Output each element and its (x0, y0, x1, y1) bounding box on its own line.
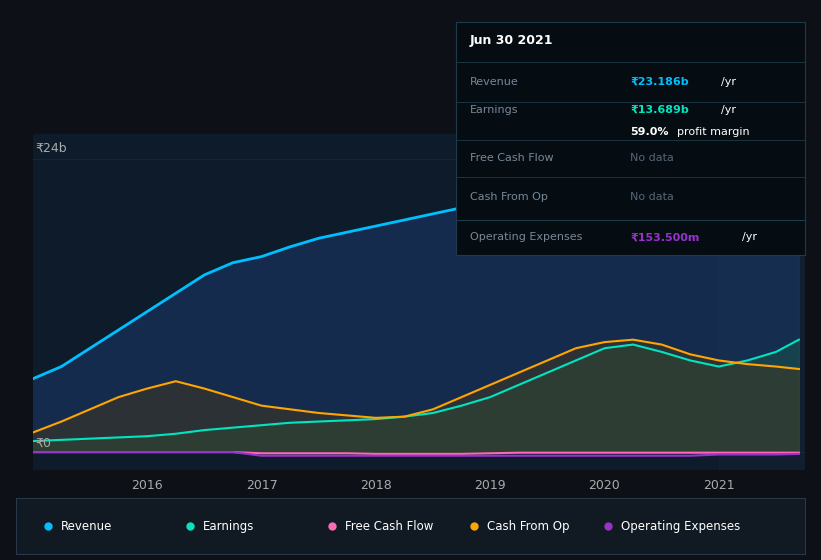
Text: ₹24b: ₹24b (35, 142, 67, 155)
Text: /yr: /yr (721, 77, 736, 87)
Text: 59.0%: 59.0% (631, 127, 668, 137)
Text: /yr: /yr (742, 232, 757, 242)
Text: Operating Expenses: Operating Expenses (621, 520, 741, 533)
Text: ₹153.500m: ₹153.500m (631, 232, 699, 242)
Text: Jun 30 2021: Jun 30 2021 (470, 34, 553, 47)
Text: No data: No data (631, 192, 674, 202)
Text: Operating Expenses: Operating Expenses (470, 232, 582, 242)
Text: Cash From Op: Cash From Op (487, 520, 570, 533)
Text: Earnings: Earnings (204, 520, 255, 533)
Text: ₹0: ₹0 (35, 437, 51, 450)
Text: Revenue: Revenue (62, 520, 112, 533)
Text: No data: No data (631, 152, 674, 162)
Bar (719, 134, 805, 470)
Text: Free Cash Flow: Free Cash Flow (470, 152, 553, 162)
Text: ₹13.689b: ₹13.689b (631, 105, 689, 115)
Text: Earnings: Earnings (470, 105, 518, 115)
Text: Free Cash Flow: Free Cash Flow (345, 520, 433, 533)
Text: Cash From Op: Cash From Op (470, 192, 548, 202)
Text: /yr: /yr (721, 105, 736, 115)
Text: ₹23.186b: ₹23.186b (631, 77, 689, 87)
Text: profit margin: profit margin (677, 127, 750, 137)
Text: Revenue: Revenue (470, 77, 518, 87)
